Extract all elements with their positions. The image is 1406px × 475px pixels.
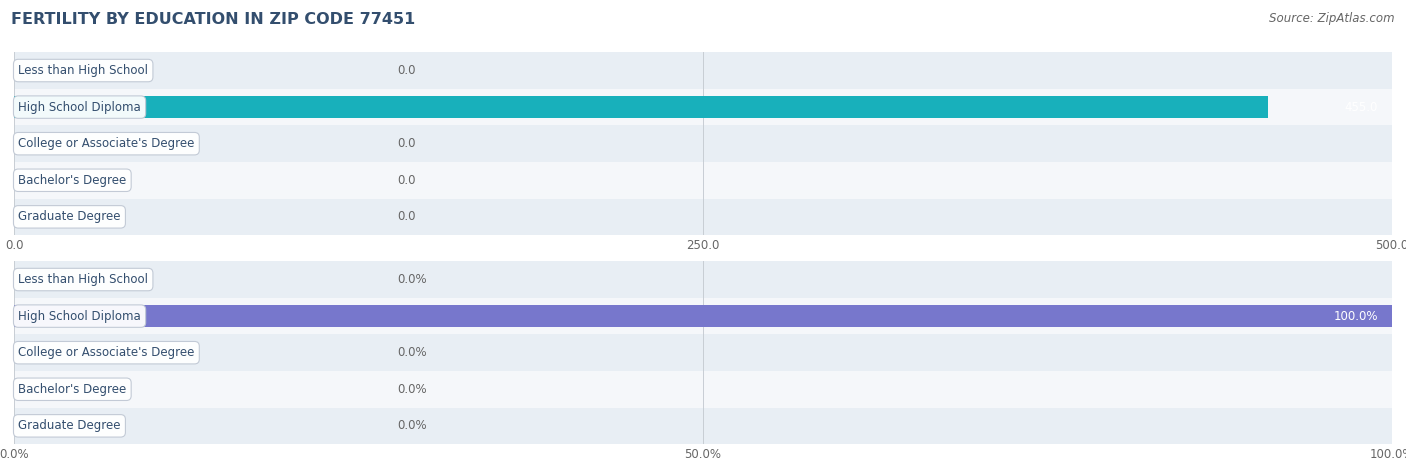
Text: 0.0%: 0.0% [396, 383, 427, 396]
Bar [14, 52, 1392, 89]
Text: 0.0: 0.0 [396, 210, 416, 223]
Bar [14, 96, 1268, 118]
Text: Source: ZipAtlas.com: Source: ZipAtlas.com [1270, 12, 1395, 25]
Text: Bachelor's Degree: Bachelor's Degree [18, 383, 127, 396]
Text: Graduate Degree: Graduate Degree [18, 210, 121, 223]
Text: 100.0%: 100.0% [1334, 310, 1378, 323]
Bar [14, 125, 1392, 162]
Text: Bachelor's Degree: Bachelor's Degree [18, 174, 127, 187]
Bar [14, 334, 1392, 371]
Bar [14, 89, 1392, 125]
Text: High School Diploma: High School Diploma [18, 310, 141, 323]
Text: 0.0: 0.0 [396, 137, 416, 150]
Bar [14, 408, 1392, 444]
Bar [14, 162, 1392, 199]
Text: Less than High School: Less than High School [18, 64, 148, 77]
Bar [14, 371, 1392, 408]
Text: High School Diploma: High School Diploma [18, 101, 141, 114]
Bar [14, 261, 1392, 298]
Bar [14, 298, 1392, 334]
Text: 0.0%: 0.0% [396, 273, 427, 286]
Text: College or Associate's Degree: College or Associate's Degree [18, 137, 194, 150]
Bar [14, 305, 1392, 327]
Text: 455.0: 455.0 [1344, 101, 1378, 114]
Text: College or Associate's Degree: College or Associate's Degree [18, 346, 194, 359]
Text: 0.0: 0.0 [396, 64, 416, 77]
Text: Less than High School: Less than High School [18, 273, 148, 286]
Text: 0.0%: 0.0% [396, 346, 427, 359]
Text: FERTILITY BY EDUCATION IN ZIP CODE 77451: FERTILITY BY EDUCATION IN ZIP CODE 77451 [11, 12, 416, 27]
Text: Graduate Degree: Graduate Degree [18, 419, 121, 432]
Bar [14, 199, 1392, 235]
Text: 0.0%: 0.0% [396, 419, 427, 432]
Text: 0.0: 0.0 [396, 174, 416, 187]
